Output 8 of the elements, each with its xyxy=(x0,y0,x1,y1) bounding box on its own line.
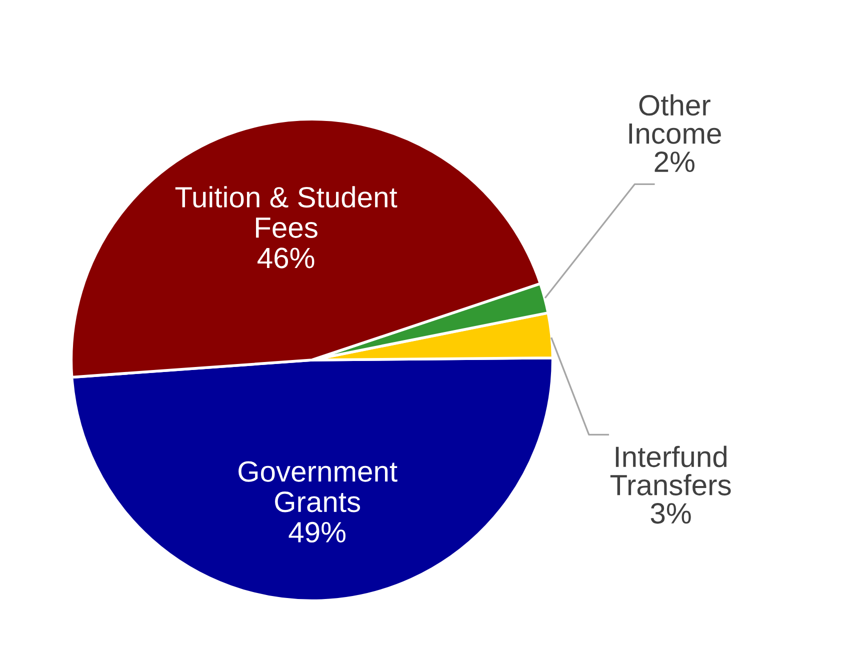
slice-label: Tuition & Student Fees xyxy=(175,186,398,238)
slice-label: Government Grants xyxy=(238,461,398,512)
data-label: 3% xyxy=(650,503,691,524)
data-label: 46% xyxy=(258,248,314,268)
slice-label: Other Income xyxy=(629,94,721,144)
data-label: 49% xyxy=(288,522,346,543)
data-label: 2% xyxy=(654,151,694,172)
slice-label: Interfund Transfers xyxy=(610,446,731,496)
